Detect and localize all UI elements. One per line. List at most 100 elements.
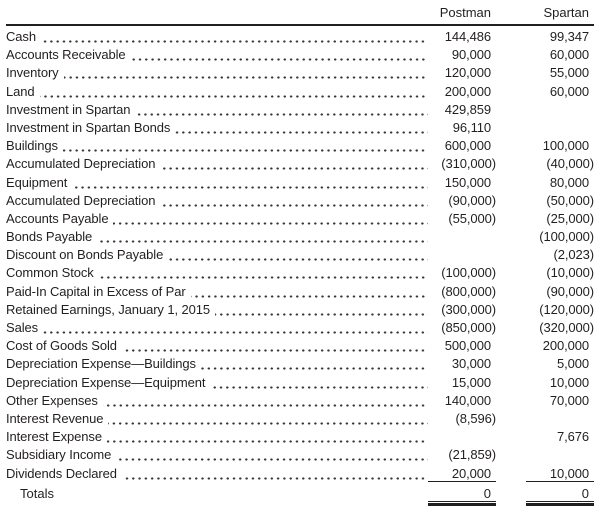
account-label: Cost of Goods Sold [6,338,117,354]
dot-leader [130,47,428,66]
table-row: Discount on Bonds Payable (2,023) [6,247,595,266]
table-row: Paid-In Capital in Excess of Par (800,00… [6,283,594,302]
spartan-value: 200,000 [542,338,589,354]
postman-value: 144,486 [444,29,491,44]
postman-value: (55,000) [448,210,496,226]
spartan-value: 80,000 [549,174,589,190]
spartan-value: (50,000) [546,192,594,208]
account-label: Land [6,83,35,99]
table-row: Accumulated Depreciation (90,000) (50,00… [6,192,594,211]
table-row: Investment in Spartan 429,859 [6,101,594,120]
postman-value: (310,000) [441,156,496,172]
table-header: Postman Spartan [6,2,594,22]
account-label: Accumulated Depreciation [6,192,156,208]
totals-postman-value: 0 [428,486,496,506]
table-row: Land 200,000 60,000 [6,83,594,102]
spartan-value: 70,000 [549,392,589,408]
column-header-postman: Postman [439,4,491,20]
postman-value: 140,000 [444,392,491,408]
postman-value: 15,000 [451,374,491,390]
table-row: Subsidiary Income (21,859) [6,447,594,466]
table-row: Accumulated Depreciation (310,000) (40,0… [6,156,594,175]
dot-leader [121,338,428,357]
dot-leader [175,119,428,139]
postman-value: 600,000 [444,138,491,154]
account-label: Accounts Receivable [6,47,126,63]
account-label: Cash [6,29,36,44]
dot-leader [160,192,428,211]
postman-value: 120,000 [444,65,491,81]
account-label: Depreciation Expense—Equipment [6,374,206,390]
totals-label: Totals [20,485,54,501]
account-label: Retained Earnings, January 1, 2015 [6,301,211,317]
dot-leader [43,320,428,339]
table-row: Dividends Declared 20,000 10,000 [6,465,594,484]
postman-value: 20,000 [428,466,496,482]
spartan-value: 60,000 [549,83,589,99]
spartan-value: (2,023) [553,247,595,263]
dot-leader [72,174,428,193]
spartan-value: 99,347 [549,29,589,44]
account-label: Discount on Bonds Payable [6,247,164,263]
dot-leader [168,247,428,266]
account-label: Buildings [6,138,58,154]
spartan-value: 55,000 [549,65,589,81]
spartan-value: (40,000) [546,156,594,172]
spartan-value: 60,000 [549,47,589,63]
account-label: Investment in Spartan Bonds [6,119,171,135]
table-row: Inventory 120,000 55,000 [6,65,594,84]
table-row: Bonds Payable (100,000) [6,229,594,248]
table-row: Other Expenses 140,000 70,000 [6,392,594,411]
spartan-value: (320,000) [539,320,594,335]
spartan-value: (10,000) [546,265,594,281]
spartan-value: (100,000) [539,229,594,245]
table-row: Cash 144,486 99,347 [6,29,594,48]
account-label: Accumulated Depreciation [6,156,156,172]
table-row: Depreciation Expense—Equipment 15,000 10… [6,374,594,393]
account-label: Dividends Declared [6,465,117,481]
account-label: Bonds Payable [6,229,93,245]
dot-leader [40,29,428,48]
dot-leader [135,101,428,120]
postman-value: (8,596) [455,410,497,426]
table-row: Accounts Receivable 90,000 60,000 [6,47,594,66]
postman-value: (300,000) [441,301,496,317]
account-label: Interest Revenue [6,410,104,426]
dot-leader [98,265,428,284]
table-row: Interest Expense 7,676 [6,429,594,448]
table-row: Retained Earnings, January 1, 2015 (300,… [6,301,594,320]
postman-value: 500,000 [444,338,491,354]
dot-leader [102,392,428,411]
postman-value: (90,000) [448,192,496,208]
account-label: Paid-In Capital in Excess of Par [6,283,186,299]
dot-leader [39,83,428,102]
postman-value: (21,859) [448,447,496,463]
postman-value: 200,000 [444,83,491,99]
table-row: Sales (850,000) (320,000) [6,320,594,339]
table-body: Cash 144,486 99,347 Accounts Receivable … [6,29,594,484]
account-label: Equipment [6,174,68,190]
account-label: Investment in Spartan [6,101,131,117]
dot-leader [106,429,428,448]
dot-leader [200,356,428,375]
spartan-value: (120,000) [539,301,594,317]
dot-leader [116,447,428,466]
postman-value: 30,000 [451,356,491,372]
dot-leader [62,138,428,157]
account-label: Sales [6,320,39,335]
postman-value: 150,000 [444,174,491,190]
table-row: Accounts Payable (55,000) (25,000) [6,210,594,230]
header-rule [6,24,594,26]
column-header-spartan: Spartan [543,4,589,20]
table-row: Common Stock (100,000) (10,000) [6,265,594,284]
dot-leader [121,465,428,484]
totals-row: Totals 0 0 [6,486,594,506]
table-row: Investment in Spartan Bonds 96,110 [6,119,594,139]
postman-value: (850,000) [441,320,496,335]
table-row: Equipment 150,000 80,000 [6,174,594,193]
spartan-value: 10,000 [526,466,594,482]
account-label: Inventory [6,65,59,81]
spartan-value: (90,000) [546,283,594,299]
dot-leader [190,283,428,302]
